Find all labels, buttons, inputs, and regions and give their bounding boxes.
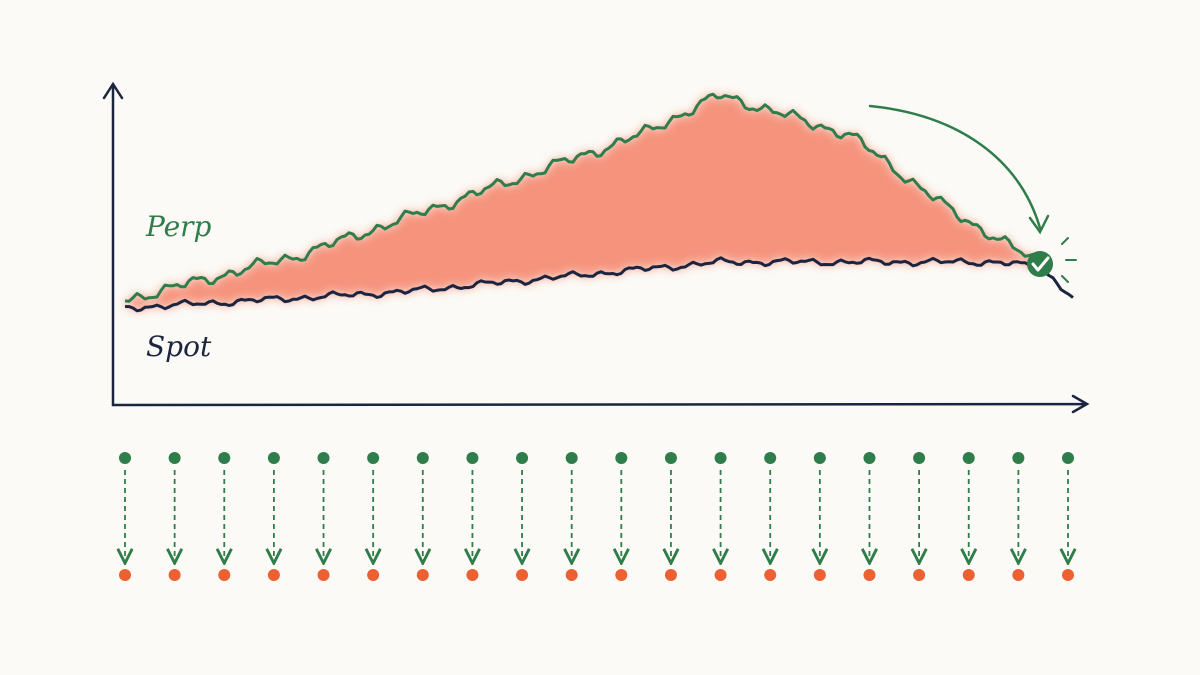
payment-dot [913, 569, 926, 581]
spot-label: Spot [146, 330, 212, 363]
funding-dot [367, 452, 380, 464]
payment-dot [516, 569, 529, 581]
funding-dot [168, 452, 181, 464]
spread-area [125, 94, 1037, 311]
payment-dot [119, 569, 131, 581]
convergence-arrow [868, 104, 1042, 230]
funding-dot [1062, 452, 1074, 464]
funding-dot [416, 452, 429, 464]
funding-dot [218, 452, 231, 464]
payment-dot [615, 569, 628, 581]
y-axis [102, 81, 124, 407]
funding-dot [664, 452, 677, 464]
payment-dot [565, 569, 578, 581]
perp-line [124, 92, 1039, 303]
payment-dot [764, 569, 777, 581]
funding-dot [466, 452, 479, 464]
payment-dot [863, 569, 876, 581]
funding-dot [764, 452, 777, 464]
payment-dot [367, 569, 380, 581]
payment-dot [962, 569, 975, 581]
payment-dot [1062, 569, 1074, 581]
payment-dot [466, 569, 479, 581]
payment-dot [1012, 569, 1025, 581]
funding-dot [913, 452, 926, 464]
funding-dot [267, 452, 280, 464]
payment-dot [168, 569, 181, 581]
payment-dot [267, 569, 280, 581]
funding-dot [119, 452, 131, 464]
arrow-head [1028, 214, 1050, 235]
funding-dot [863, 452, 876, 464]
x-axis [111, 394, 1090, 414]
spot-line [124, 256, 1074, 313]
funding-dot [565, 452, 578, 464]
funding-dot [1012, 452, 1025, 464]
funding-dot [714, 452, 727, 464]
payment-dot [664, 569, 677, 581]
payment-dot [416, 569, 429, 581]
settlement-row [119, 452, 1074, 581]
payment-dot [714, 569, 727, 581]
funding-dot [813, 452, 826, 464]
payment-dot [218, 569, 231, 581]
payment-dot [813, 569, 826, 581]
funding-dot [317, 452, 330, 464]
funding-dot [516, 452, 529, 464]
funding-dot [615, 452, 628, 464]
check-badge [1027, 237, 1077, 283]
payment-dot [317, 569, 330, 581]
funding-dot [962, 452, 975, 464]
price-lines [124, 92, 1074, 313]
perp-label: Perp [145, 210, 212, 243]
spread-fill [125, 94, 1037, 311]
